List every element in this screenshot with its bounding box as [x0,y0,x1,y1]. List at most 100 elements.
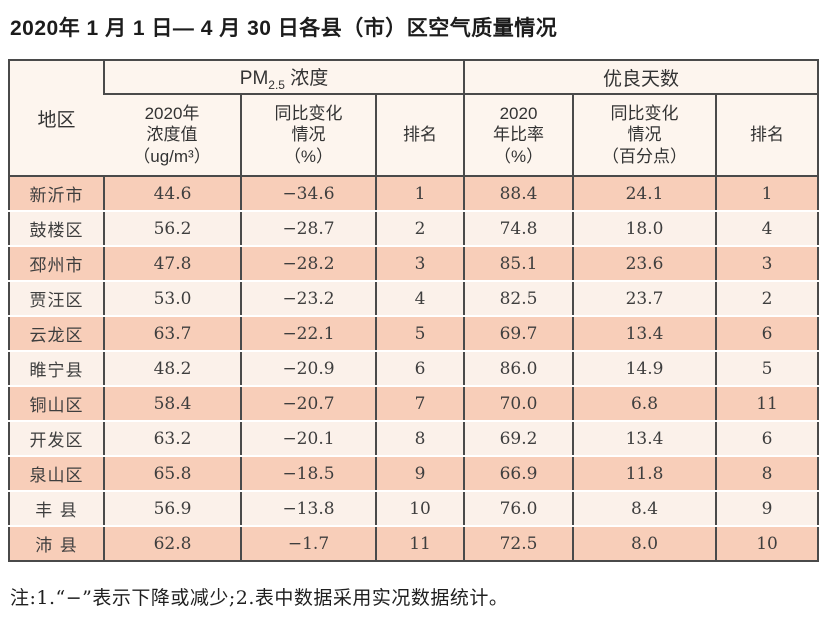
col-header-region: 地区 [9,60,104,177]
pm25-rank-cell: 5 [374,316,465,352]
col-header-gooddays-rank: 排名 [715,94,819,177]
table-row: 铜山区 58.4 −20.7 7 70.0 6.8 11 [9,386,819,422]
gooddays-ratio-cell: 66.9 [463,456,574,492]
gooddays-change-cell: 6.8 [572,386,717,422]
gooddays-rank-cell: 5 [715,351,819,387]
pm25-value-cell: 56.2 [103,211,241,247]
gooddays-rank-cell: 4 [715,211,819,247]
gooddays-change-cell: 13.4 [572,421,717,457]
gooddays-change-cell: 8.0 [572,526,717,561]
pm25-value-cell: 62.8 [103,526,241,561]
gooddays-ratio-cell: 69.7 [463,316,574,352]
pm25-rank-cell: 7 [374,386,465,422]
header-group-row: 地区 PM2.5 浓度 优良天数 [9,60,819,177]
gooddays-change-cell: 18.0 [572,211,717,247]
col-header-pm25-change: 同比变化 情况 （%） [240,94,376,177]
gooddays-rank-cell: 6 [715,316,819,352]
table-row: 邳州市 47.8 −28.2 3 85.1 23.6 3 [9,246,819,282]
gooddays-ratio-cell: 70.0 [463,386,574,422]
page-title: 2020年 1 月 1 日— 4 月 30 日各县（市）区空气质量情况 [10,17,558,40]
pm25-rank-cell: 1 [374,176,465,212]
col-group-good-days: 优良天数 [463,60,819,95]
region-cell: 新沂市 [9,176,104,212]
gooddays-rank-cell: 10 [715,526,819,561]
gooddays-change-cell: 11.8 [572,456,717,492]
pm25-value-cell: 48.2 [103,351,241,387]
pm25-value-cell: 63.2 [103,421,241,457]
pm25-rank-cell: 8 [374,421,465,457]
col-header-pm25-value: 2020年 浓度值 （ug/m³） [104,94,241,177]
gooddays-ratio-cell: 88.4 [463,176,574,212]
table-row: 开发区 63.2 −20.1 8 69.2 13.4 6 [9,421,819,457]
gooddays-ratio-cell: 76.0 [463,491,574,527]
pm25-change-cell: −20.1 [240,421,376,457]
region-cell: 睢宁县 [9,351,104,387]
gooddays-ratio-cell: 85.1 [463,246,574,282]
gooddays-ratio-cell: 82.5 [463,281,574,317]
region-cell: 开发区 [9,421,104,457]
pm25-rank-cell: 11 [374,526,465,561]
air-quality-table: 地区 PM2.5 浓度 优良天数 2020年 浓度值 （ug/m³） 同比变化 … [8,59,820,562]
pm25-rank-cell: 3 [374,246,465,282]
col-header-gooddays-ratio: 2020 年比率 （%） [463,94,574,177]
pm25-label-suffix: 浓度 [284,67,329,89]
gooddays-ratio-cell: 69.2 [463,421,574,457]
region-cell: 丰 县 [9,491,104,527]
pm25-change-cell: −13.8 [240,491,376,527]
pm25-change-cell: −34.6 [240,176,376,212]
pm25-change-cell: −20.9 [240,351,376,387]
table-row: 沛 县 62.8 −1.7 11 72.5 8.0 10 [9,526,819,561]
region-cell: 邳州市 [9,246,104,282]
pm25-label-subscript: 2.5 [268,77,285,92]
gooddays-rank-cell: 11 [715,386,819,422]
gooddays-change-cell: 14.9 [572,351,717,387]
gooddays-ratio-cell: 86.0 [463,351,574,387]
pm25-rank-cell: 10 [374,491,465,527]
pm25-rank-cell: 2 [374,211,465,247]
gooddays-rank-cell: 9 [715,491,819,527]
pm25-rank-cell: 4 [374,281,465,317]
table-row: 新沂市 44.6 −34.6 1 88.4 24.1 1 [9,176,819,212]
pm25-change-cell: −28.7 [240,211,376,247]
table-row: 贾汪区 53.0 −23.2 4 82.5 23.7 2 [9,281,819,317]
region-cell: 沛 县 [9,526,104,561]
gooddays-change-cell: 8.4 [572,491,717,527]
pm25-change-cell: −28.2 [240,246,376,282]
gooddays-change-cell: 24.1 [572,176,717,212]
gooddays-rank-cell: 1 [715,176,819,212]
pm25-value-cell: 56.9 [103,491,241,527]
gooddays-ratio-cell: 72.5 [463,526,574,561]
col-group-pm25: PM2.5 浓度 [102,60,465,95]
header-sub-row: 2020年 浓度值 （ug/m³） 同比变化 情况 （%） 排名 2020 年比… [9,94,819,177]
pm25-value-cell: 65.8 [103,456,241,492]
table-row: 丰 县 56.9 −13.8 10 76.0 8.4 9 [9,491,819,527]
pm25-value-cell: 58.4 [103,386,241,422]
region-cell: 云龙区 [9,316,104,352]
region-cell: 泉山区 [9,456,104,492]
table-row: 云龙区 63.7 −22.1 5 69.7 13.4 6 [9,316,819,352]
pm25-change-cell: −1.7 [240,526,376,561]
region-cell: 贾汪区 [9,281,104,317]
pm25-value-cell: 53.0 [103,281,241,317]
pm25-change-cell: −18.5 [240,456,376,492]
table-row: 睢宁县 48.2 −20.9 6 86.0 14.9 5 [9,351,819,387]
pm25-value-cell: 47.8 [103,246,241,282]
pm25-rank-cell: 6 [374,351,465,387]
gooddays-rank-cell: 3 [715,246,819,282]
table-body: 新沂市 44.6 −34.6 1 88.4 24.1 1 鼓楼区 56.2 −2… [9,176,819,561]
gooddays-rank-cell: 8 [715,456,819,492]
pm25-label-prefix: PM [239,67,269,89]
col-header-pm25-rank: 排名 [374,94,465,177]
pm25-value-cell: 63.7 [103,316,241,352]
gooddays-change-cell: 23.6 [572,246,717,282]
pm25-rank-cell: 9 [374,456,465,492]
gooddays-ratio-cell: 74.8 [463,211,574,247]
table-row: 鼓楼区 56.2 −28.7 2 74.8 18.0 4 [9,211,819,247]
gooddays-rank-cell: 6 [715,421,819,457]
region-cell: 鼓楼区 [9,211,104,247]
table-header: 地区 PM2.5 浓度 优良天数 2020年 浓度值 （ug/m³） 同比变化 … [9,60,819,177]
gooddays-change-cell: 23.7 [572,281,717,317]
col-header-gooddays-change: 同比变化 情况 （百分点） [572,94,717,177]
pm25-change-cell: −22.1 [240,316,376,352]
